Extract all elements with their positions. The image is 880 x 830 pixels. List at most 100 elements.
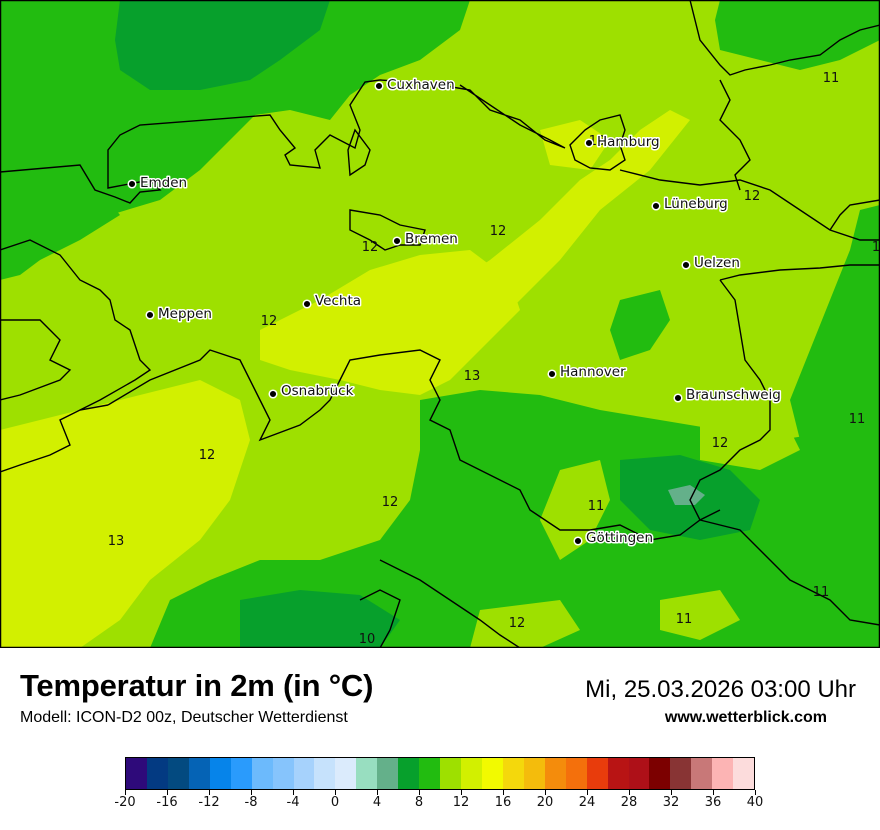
colorbar-ticks: -20 -16 -12 -8 -4 0 4 8 12 16 20 24 28 32 36 40 <box>114 790 763 820</box>
city-label: Braunschweig <box>686 387 781 403</box>
tick-mark <box>418 790 420 795</box>
isotherm-label: 12 <box>744 189 761 204</box>
city-label: Hamburg <box>597 134 660 150</box>
colorbar-bin <box>398 758 420 789</box>
colorbar-bin <box>272 758 294 789</box>
temperature-map[interactable]: 11 13 12 12 12 1 12 13 11 12 12 12 11 13… <box>0 0 880 648</box>
city-label: Hannover <box>560 364 626 380</box>
colorbar-bin <box>335 758 357 789</box>
tick-mark <box>460 790 462 795</box>
colorbar-bin <box>461 758 482 789</box>
tick-mark <box>208 790 210 795</box>
tick-mark <box>250 790 252 795</box>
city-dot-icon <box>651 201 661 211</box>
tick-label: 20 <box>536 795 554 810</box>
city-label: Cuxhaven <box>387 77 455 93</box>
city-label: Vechta <box>315 293 361 309</box>
city-marker-goettingen[interactable]: Göttingen <box>573 529 655 548</box>
city-marker-emden[interactable]: Emden <box>127 174 189 193</box>
tick-mark <box>166 790 168 795</box>
colorbar-bin <box>377 758 399 789</box>
tick-mark <box>586 790 588 795</box>
tick-label: 8 <box>414 795 424 810</box>
tick-label: 24 <box>578 795 596 810</box>
city-dot-icon <box>127 179 137 189</box>
city-marker-hamburg[interactable]: Hamburg <box>584 133 661 152</box>
city-dot-icon <box>374 81 384 91</box>
valid-datetime: Mi, 25.03.2026 03:00 Uhr <box>585 676 856 703</box>
tick-label: 28 <box>620 795 638 810</box>
city-marker-cuxhaven[interactable]: Cuxhaven <box>374 76 456 95</box>
city-marker-lueneburg[interactable]: Lüneburg <box>651 195 729 214</box>
tick-label: -4 <box>286 795 300 810</box>
city-marker-braunschweig[interactable]: Braunschweig <box>673 386 782 405</box>
isotherm-label: 13 <box>464 369 481 384</box>
tick-mark <box>334 790 336 795</box>
tick-label: 36 <box>704 795 722 810</box>
city-dot-icon <box>547 369 557 379</box>
city-label: Bremen <box>405 231 458 247</box>
city-dot-icon <box>681 260 691 270</box>
colorbar-bin <box>314 758 336 789</box>
colorbar-bin <box>628 758 650 789</box>
isotherm-label: 12 <box>261 314 278 329</box>
colorbar-bin <box>481 758 503 789</box>
tick-mark <box>376 790 378 795</box>
isotherm-label: 13 <box>108 534 125 549</box>
colorbar-bin <box>419 758 441 789</box>
city-marker-bremen[interactable]: Bremen <box>392 230 459 249</box>
city-marker-meppen[interactable]: Meppen <box>145 305 213 324</box>
isotherm-label: 12 <box>490 224 507 239</box>
colorbar-bin <box>293 758 315 789</box>
city-label: Göttingen <box>586 530 653 546</box>
tick-label: 40 <box>746 795 764 810</box>
tick-label: -8 <box>244 795 258 810</box>
isotherm-label: 1 <box>872 240 880 255</box>
colorbar-bin <box>146 758 168 789</box>
city-label: Lüneburg <box>664 196 728 212</box>
isotherm-label: 11 <box>849 412 866 427</box>
colorbar-bin <box>188 758 210 789</box>
isotherm-label: 12 <box>712 436 729 451</box>
city-dot-icon <box>392 236 402 246</box>
tick-label: -12 <box>198 795 220 810</box>
city-dot-icon <box>584 138 594 148</box>
isotherm-label: 12 <box>362 240 379 255</box>
isotherm-label: 10 <box>359 632 376 647</box>
colorbar-bin <box>126 758 147 789</box>
tick-label: -20 <box>114 795 136 810</box>
city-marker-hannover[interactable]: Hannover <box>547 363 628 382</box>
isotherm-label: 11 <box>823 71 840 86</box>
colorbar-bin <box>356 758 378 789</box>
website-link[interactable]: www.wetterblick.com <box>664 709 827 726</box>
tick-mark <box>502 790 504 795</box>
tick-label: 4 <box>372 795 382 810</box>
colorbar-legend <box>125 757 755 790</box>
city-label: Emden <box>140 175 187 191</box>
isotherm-label: 11 <box>676 612 693 627</box>
tick-mark <box>712 790 714 795</box>
tick-mark <box>754 790 756 795</box>
city-dot-icon <box>302 299 312 309</box>
isotherm-label: 12 <box>382 495 399 510</box>
colorbar-bin <box>230 758 252 789</box>
colorbar-bin <box>565 758 587 789</box>
colorbar-bin <box>440 758 461 789</box>
map-canvas: 11 13 12 12 12 1 12 13 11 12 12 12 11 13… <box>0 0 880 648</box>
colorbar-bin <box>607 758 629 789</box>
city-label: Meppen <box>158 306 212 322</box>
colorbar-bin <box>586 758 608 789</box>
city-label: Osnabrück <box>281 383 354 399</box>
tick-label: 32 <box>662 795 680 810</box>
tick-mark <box>124 790 126 795</box>
city-marker-osnabrueck[interactable]: Osnabrück <box>268 382 355 401</box>
colorbar-bin <box>691 758 713 789</box>
city-label: Uelzen <box>694 255 740 271</box>
city-marker-uelzen[interactable]: Uelzen <box>681 254 741 273</box>
tick-label: 0 <box>330 795 340 810</box>
city-dot-icon <box>673 393 683 403</box>
tick-mark <box>670 790 672 795</box>
city-dot-icon <box>573 536 583 546</box>
city-dot-icon <box>268 389 278 399</box>
city-marker-vechta[interactable]: Vechta <box>302 292 363 311</box>
